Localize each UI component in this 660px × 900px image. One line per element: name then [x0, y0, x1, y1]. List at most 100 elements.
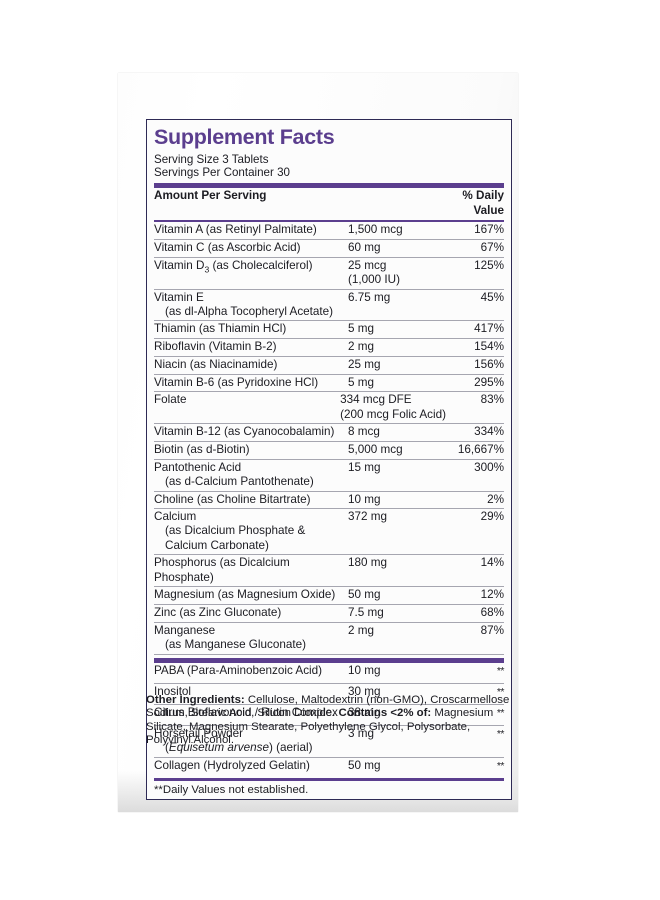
- table-row: Collagen (Hydrolyzed Gelatin) 50 mg **: [154, 758, 505, 778]
- nutrient-name: Inositol: [154, 684, 192, 698]
- other-ingredients-paragraph: Other Ingredients: Cellulose, Maltodextr…: [146, 694, 514, 748]
- supplement-facts-panel: Supplement Facts Serving Size 3 Tablets …: [146, 119, 512, 801]
- nutrient-name: Collagen (Hydrolyzed Gelatin): [154, 759, 310, 773]
- other-ingredients-label: Other Ingredients:: [146, 694, 245, 706]
- nutrient-daily-value: 45%: [480, 290, 504, 304]
- nutrient-daily-value: 156%: [474, 357, 504, 371]
- nutrient-daily-value: **: [496, 760, 505, 773]
- nutrient-daily-value: 334%: [474, 425, 504, 439]
- table-row: Magnesium (as Magnesium Oxide) 50 mg 12%: [154, 587, 504, 605]
- nutrient-name: Vitamin D3 (as Cholecalciferol): [154, 258, 313, 274]
- nutrient-daily-value: 12%: [480, 588, 504, 602]
- nutrient-daily-value: **: [496, 706, 505, 719]
- nutrient-name: Vitamin E (as dl-Alpha Tocopheryl Acetate…: [154, 290, 334, 318]
- nutrient-name: Biotin (as d-Biotin): [154, 442, 250, 456]
- nutrient-amount: 6.75 mg: [348, 290, 391, 304]
- nutrient-amount: 8 mcg: [348, 425, 380, 439]
- nutrient-amount: 5 mg: [348, 375, 374, 389]
- nutrient-daily-value: 295%: [474, 375, 504, 389]
- nutrient-amount: 10 mg: [348, 663, 381, 677]
- nutrient-name: Vitamin A (as Retinyl Palmitate): [154, 223, 317, 237]
- nutrient-daily-value: 417%: [474, 322, 504, 336]
- nutrient-amount: 5 mg: [348, 322, 374, 336]
- nutrient-name: Vitamin C (as Ascorbic Acid): [154, 240, 301, 254]
- nutrient-name: Riboflavin (Vitamin B-2): [154, 340, 277, 354]
- contains-less-than-label: Contains <2% of:: [338, 707, 432, 720]
- nutrient-name: Niacin (as Niacinamide): [154, 357, 278, 371]
- nutrient-amount: 3 mg: [348, 727, 374, 741]
- servings-per-container: Servings Per Container 30: [154, 165, 290, 179]
- nutrient-daily-value: 300%: [474, 460, 504, 474]
- nutrient-name: Zinc (as Zinc Gluconate): [154, 605, 282, 619]
- table-row: Manganese (as Manganese Gluconate) 2 mg 87%: [154, 623, 504, 655]
- nutrient-amount: 60 mg: [348, 240, 381, 254]
- table-header-row: Amount Per Serving % Daily Value: [154, 188, 504, 220]
- nutrient-amount: 334 mcg DFE (200 mcg Folic Acid): [340, 393, 446, 421]
- nutrient-daily-value: 83%: [480, 393, 504, 407]
- nutrient-name: Manganese (as Manganese Gluconate): [154, 623, 306, 651]
- nutrient-name: Pantothenic Acid (as d-Calcium Pantothena…: [154, 460, 314, 488]
- table-row: Folate 334 mcg DFE (200 mcg Folic Acid) 83%: [154, 392, 504, 425]
- nutrient-name: Vitamin B-12 (as Cyanocobalamin): [154, 425, 335, 439]
- nutrient-amount: 38 mg: [348, 705, 381, 719]
- nutrient-table-secondary: PABA (Para-Aminobenzoic Acid) 10 mg ** Inos…: [154, 663, 505, 779]
- table-row: Biotin (as d-Biotin) 5,000 mcg 16,667%: [154, 442, 504, 460]
- nutrient-name: Folate: [154, 393, 187, 407]
- nutrient-name: Phosphorus (as Dicalcium Phosphate): [154, 556, 290, 584]
- table-row: Thiamin (as Thiamin HCl) 5 mg 417%: [154, 321, 504, 340]
- nutrient-daily-value: 154%: [474, 340, 504, 354]
- nutrient-amount: 50 mg: [348, 759, 381, 773]
- nutrient-amount: 10 mg: [348, 492, 381, 506]
- nutrient-daily-value: 2%: [487, 492, 504, 506]
- nutrient-name: Magnesium (as Magnesium Oxide): [154, 588, 336, 602]
- page-title: Supplement Facts: [154, 125, 335, 149]
- nutrient-name: Citrus Bioflavonoid / Rutin Complex: [154, 705, 338, 719]
- nutrient-amount: 7.5 mg: [348, 605, 384, 619]
- divider-secondary: [154, 657, 504, 663]
- table-row: Niacin (as Niacinamide) 25 mg 156%: [154, 357, 504, 375]
- nutrient-name: Vitamin B-6 (as Pyridoxine HCl): [154, 375, 319, 389]
- nutrient-daily-value: **: [496, 685, 505, 698]
- table-row: Phosphorus (as Dicalcium Phosphate) 180 m…: [154, 555, 504, 588]
- nutrient-table-main: Vitamin A (as Retinyl Palmitate) 1,500 mc…: [154, 222, 504, 655]
- table-row: Citrus Bioflavonoid / Rutin Complex 38 mg…: [154, 705, 505, 727]
- nutrient-daily-value: 14%: [480, 556, 504, 570]
- serving-size: Serving Size 3 Tablets: [154, 152, 269, 166]
- divider-footnote: [154, 778, 504, 781]
- column-header-amount-per-serving: Amount Per Serving: [154, 189, 267, 203]
- table-row: Vitamin A (as Retinyl Palmitate) 1,500 mc…: [154, 222, 504, 240]
- other-ingredients-text-1: Cellulose, Maltodextrin (non-GMO), Crosc…: [146, 694, 510, 720]
- nutrient-amount: 372 mg: [348, 510, 387, 524]
- table-row: Vitamin C (as Ascorbic Acid) 60 mg 67%: [154, 240, 504, 258]
- table-row: Calcium (as Dicalcium Phosphate & Calcium…: [154, 509, 504, 556]
- nutrient-amount: 2 mg: [348, 623, 374, 637]
- table-row: Pantothenic Acid (as d-Calcium Pantothena…: [154, 460, 504, 492]
- table-row: Zinc (as Zinc Gluconate) 7.5 mg 68%: [154, 605, 504, 623]
- table-row: Inositol 30 mg **: [154, 684, 505, 705]
- divider-top: [154, 182, 504, 188]
- table-row: Vitamin D3 (as Cholecalciferol) 25 mcg (1,…: [154, 258, 504, 290]
- nutrient-amount: 25 mg: [348, 357, 381, 371]
- nutrient-amount: 30 mg: [348, 684, 381, 698]
- nutrient-daily-value: 67%: [480, 240, 504, 254]
- nutrient-daily-value: **: [496, 664, 505, 677]
- nutrient-name: Horsetail Powder (Equisetum arvense) (aer…: [154, 727, 313, 755]
- table-row: Vitamin B-6 (as Pyridoxine HCl) 5 mg 295%: [154, 375, 504, 393]
- nutrient-name: PABA (Para-Aminobenzoic Acid): [154, 663, 323, 677]
- nutrient-amount: 1,500 mcg: [348, 223, 403, 237]
- table-row: Vitamin B-12 (as Cyanocobalamin) 8 mcg 334…: [154, 424, 504, 442]
- nutrient-daily-value: **: [496, 728, 505, 741]
- nutrient-daily-value: 125%: [474, 258, 504, 272]
- nutrient-name: Calcium (as Dicalcium Phosphate & Calcium…: [154, 510, 306, 552]
- nutrient-daily-value: 68%: [480, 605, 504, 619]
- nutrient-amount: 2 mg: [348, 340, 374, 354]
- table-row: Choline (as Choline Bitartrate) 10 mg 2%: [154, 492, 504, 510]
- table-row: Vitamin E (as dl-Alpha Tocopheryl Acetate…: [154, 290, 504, 322]
- divider-header: [154, 219, 504, 223]
- nutrient-amount: 15 mg: [348, 460, 381, 474]
- nutrient-daily-value: 87%: [480, 623, 504, 637]
- table-row: Riboflavin (Vitamin B-2) 2 mg 154%: [154, 339, 504, 357]
- nutrient-amount: 50 mg: [348, 588, 381, 602]
- nutrient-daily-value: 16,667%: [457, 442, 504, 456]
- nutrient-amount: 25 mcg (1,000 IU): [348, 258, 400, 286]
